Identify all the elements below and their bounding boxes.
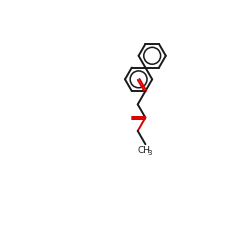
Text: 3: 3 — [147, 150, 152, 156]
Text: CH: CH — [138, 146, 151, 155]
